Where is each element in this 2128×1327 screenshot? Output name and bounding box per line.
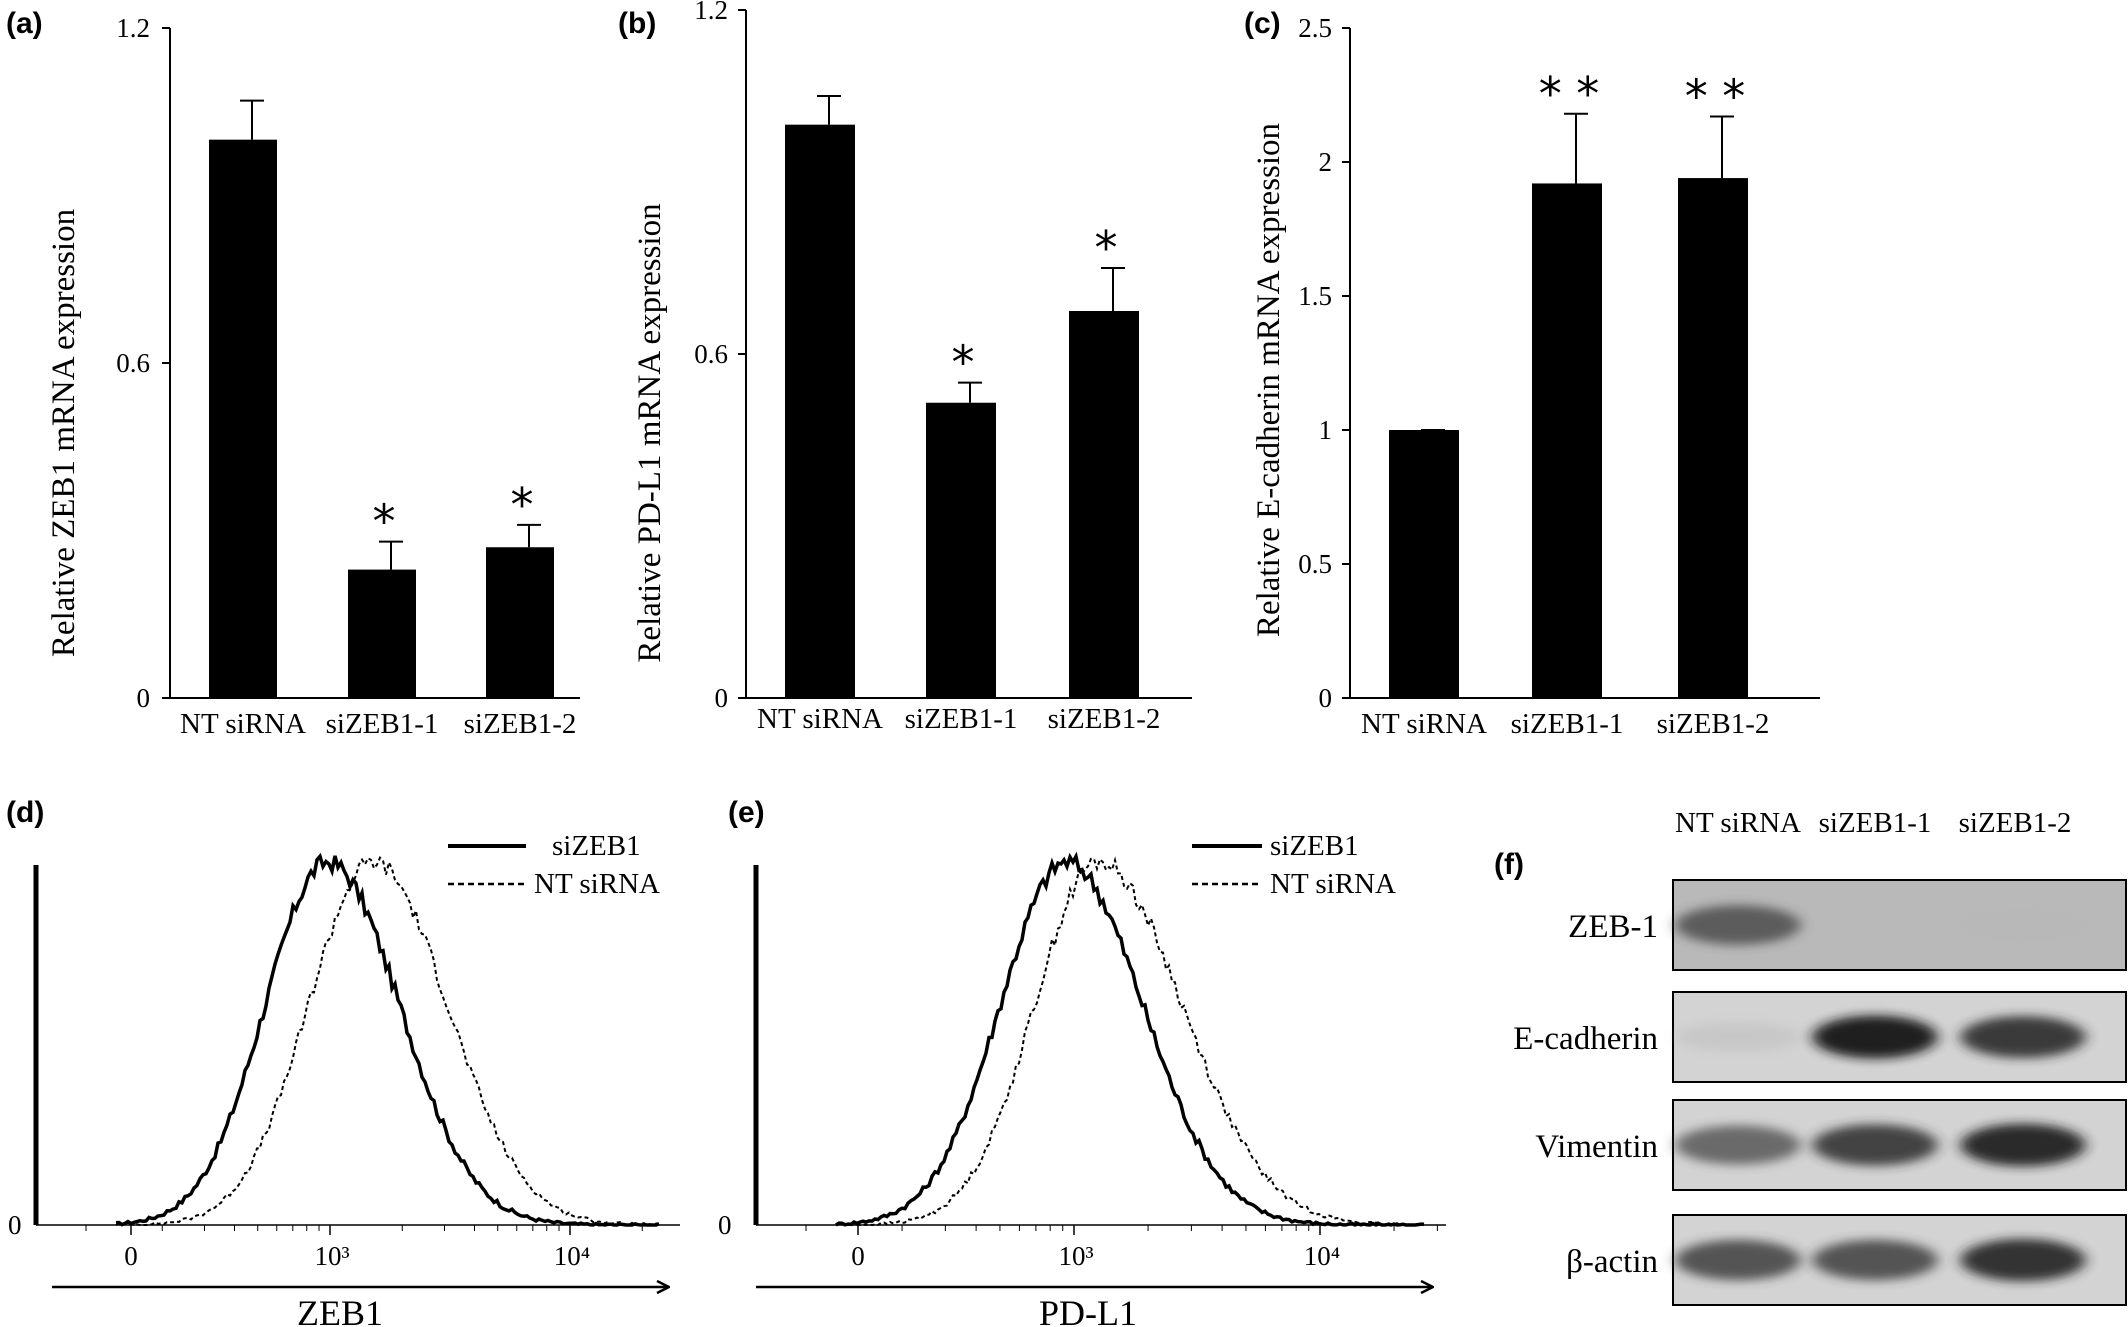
- panel-d-x-tick-label: 10⁴: [554, 1241, 590, 1271]
- panel-d-x-tick-label: 10³: [314, 1241, 349, 1271]
- panel-b-significance-3: *: [1095, 221, 1118, 275]
- panel-b-bar-1: [785, 124, 855, 698]
- panel-e-histogram: (e) 0 PD-L1 0 10³ 10⁴ siZEB1 NT siRNA: [718, 796, 1446, 1327]
- panel-a-y-axis-label: Relative ZEB1 mRNA expression: [46, 209, 82, 657]
- panel-b-bar-2: [926, 402, 996, 698]
- panel-f-row-label-1: ZEB-1: [1568, 909, 1658, 945]
- panel-a-bar-1: [209, 139, 277, 698]
- panel-d-x-axis-label: ZEB1: [297, 1293, 383, 1327]
- panel-e-curve-solid: [835, 851, 1425, 1227]
- panel-d-legend: siZEB1 NT siRNA: [448, 830, 660, 900]
- panel-e-curve-dashed: [835, 856, 1425, 1227]
- panel-c-category-label-2: siZEB1-1: [1511, 708, 1624, 740]
- panel-f-row-label-3: Vimentin: [1535, 1129, 1658, 1165]
- panel-a-bar-chart: (a) Relative ZEB1 mRNA expression 0 0.6 1.…: [6, 7, 580, 740]
- panel-f-band-r2-c3: [1960, 1016, 2086, 1058]
- panel-e-x-tick-label: 0: [851, 1241, 865, 1271]
- panel-c-y-tick-label: 2.5: [1298, 13, 1332, 43]
- panel-b-y-tick-label: 1.2: [694, 0, 728, 25]
- panel-d-histogram: (d) 0 ZEB1 0 10³ 10⁴ siZEB1 NT siRNA: [6, 796, 680, 1327]
- panel-d-curve-solid: [115, 852, 660, 1227]
- panel-a-significance-2: *: [373, 495, 396, 549]
- panel-c-bar-3: [1678, 178, 1748, 698]
- panel-f-column-label-2: siZEB1-1: [1819, 807, 1932, 839]
- panel-c-bar-2: [1532, 183, 1602, 698]
- panel-f-column-label-1: NT siRNA: [1675, 807, 1801, 839]
- panel-b-significance-2: *: [952, 336, 975, 390]
- panel-b-y-tick-label: 0: [715, 683, 729, 713]
- panel-d-legend-label-2: NT siRNA: [534, 868, 660, 900]
- panel-d-letter: (d): [6, 796, 44, 829]
- panel-c-y-tick-label: 0: [1319, 683, 1333, 713]
- panel-f-band-r4-c1: [1675, 1239, 1801, 1281]
- panel-a-category-label-3: siZEB1-2: [464, 708, 577, 740]
- panel-a-category-label-2: siZEB1-1: [326, 708, 439, 740]
- panel-a-y-tick-label: 0.6: [116, 348, 150, 378]
- panel-f-column-label-3: siZEB1-2: [1959, 807, 2072, 839]
- panel-f-band-r3-c3: [1960, 1123, 2086, 1167]
- panel-f-band-r1-c1: [1675, 905, 1801, 945]
- panel-f-letter: (f): [1494, 848, 1524, 881]
- panel-b-letter: (b): [618, 7, 656, 40]
- panel-a-y-tick-label: 0: [137, 683, 151, 713]
- panel-a-significance-3: *: [511, 478, 534, 532]
- panel-b-category-label-1: NT siRNA: [757, 703, 883, 735]
- panel-a-y-tick-label: 1.2: [116, 13, 150, 43]
- panel-c-y-tick-label: 2: [1319, 147, 1333, 177]
- panel-b-y-tick-label: 0.6: [694, 339, 728, 369]
- panel-f-western-blot: (f) NT siRNA siZEB1-1 siZEB1-2 ZEB-1 E-cadhe…: [1494, 807, 2127, 1306]
- panel-a-letter: (a): [6, 7, 43, 40]
- panel-d-legend-label-1: siZEB1: [552, 830, 641, 862]
- panel-b-bar-chart: (b) Relative PD-L1 mRNA expression 0 0.6 1…: [618, 0, 1192, 735]
- panel-f-band-r4-c2: [1812, 1239, 1938, 1281]
- panel-e-x-axis-label: PD-L1: [1039, 1293, 1137, 1327]
- panel-f-band-r1-c3: [1960, 911, 2086, 939]
- panel-c-bar-1: [1389, 430, 1459, 698]
- panel-f-band-r3-c1: [1675, 1125, 1801, 1165]
- panel-f-band-r4-c3: [1960, 1238, 2086, 1282]
- panel-c-category-label-3: siZEB1-2: [1657, 708, 1770, 740]
- panel-e-x-tick-label: 10³: [1058, 1241, 1093, 1271]
- panel-d-x-tick-label: 0: [124, 1241, 138, 1271]
- panel-e-y-tick-label: 0: [718, 1210, 732, 1240]
- panel-f-band-r3-c2: [1812, 1124, 1938, 1166]
- panel-f-band-r2-c1: [1675, 1022, 1801, 1052]
- panel-b-bar-3: [1069, 311, 1139, 698]
- panel-d-curve-dashed: [115, 856, 660, 1227]
- panel-c-y-axis-label: Relative E-cadherin mRNA expression: [1251, 123, 1287, 637]
- panel-f-band-r2-c2: [1812, 1015, 1938, 1059]
- panel-c-y-tick-label: 1.5: [1298, 281, 1332, 311]
- panel-b-category-label-3: siZEB1-2: [1048, 703, 1161, 735]
- panel-c-y-tick-label: 1: [1319, 415, 1333, 445]
- panel-a-category-label-1: NT siRNA: [180, 708, 306, 740]
- panel-e-x-tick-label: 10⁴: [1304, 1241, 1340, 1271]
- panel-c-category-label-1: NT siRNA: [1361, 708, 1487, 740]
- panel-b-category-label-2: siZEB1-1: [905, 703, 1018, 735]
- panel-e-letter: (e): [728, 796, 765, 829]
- panel-a-bar-2: [348, 569, 416, 698]
- panel-c-letter: (c): [1244, 7, 1281, 40]
- panel-c-y-tick-label: 0.5: [1298, 549, 1332, 579]
- panel-b-y-axis-label: Relative PD-L1 mRNA expression: [632, 203, 668, 662]
- panel-a-bar-3: [486, 547, 554, 698]
- panel-c-significance-2: * *: [1539, 67, 1600, 121]
- panel-f-band-r1-c2: [1812, 911, 1938, 939]
- panel-f-row-label-2: E-cadherin: [1513, 1021, 1658, 1057]
- panel-e-legend-label-2: NT siRNA: [1270, 868, 1396, 900]
- panel-c-significance-3: * *: [1685, 69, 1746, 123]
- panel-e-legend-label-1: siZEB1: [1270, 830, 1359, 862]
- panel-e-legend: siZEB1 NT siRNA: [1192, 830, 1396, 900]
- panel-d-y-tick-label: 0: [8, 1210, 22, 1240]
- panel-c-bar-chart: (c) Relative E-cadherin mRNA expression …: [1244, 7, 1820, 740]
- panel-f-row-label-4: β-actin: [1566, 1244, 1658, 1280]
